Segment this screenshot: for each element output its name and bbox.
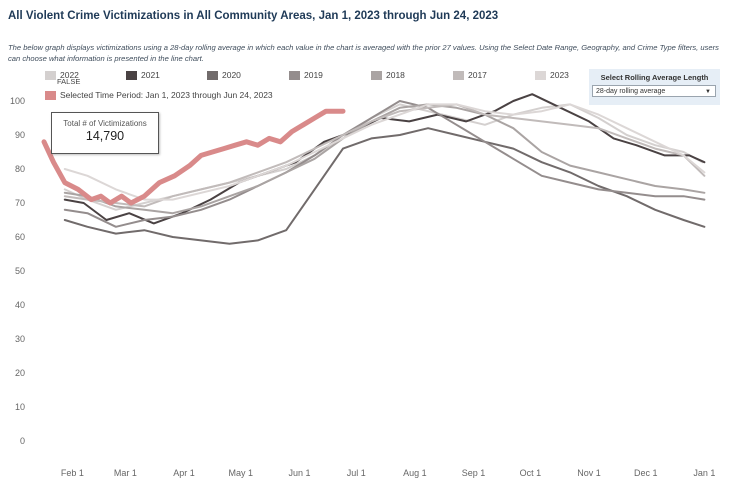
legend-swatch <box>45 70 56 80</box>
legend-label: 2019 <box>304 70 323 80</box>
legend-label: 2022 <box>60 70 79 80</box>
total-tooltip: Total # of Victimizations 14,790 <box>51 112 159 154</box>
series-line-2020[interactable] <box>63 127 706 245</box>
legend-item-2023[interactable]: 2023 <box>535 70 569 80</box>
legend-label: 2017 <box>468 70 487 80</box>
rolling-average-value: 28-day rolling average <box>596 88 666 95</box>
legend-label: 2018 <box>386 70 405 80</box>
x-tick-label: Mar 1 <box>114 468 137 478</box>
x-axis: Feb 1 Mar 1 Apr 1 May 1 Jun 1 Jul 1 Aug 1 Sep 1… <box>61 468 716 478</box>
x-tick-label: May 1 <box>229 468 254 478</box>
y-axis: 0 10 20 30 40 50 60 70 80 90 100 <box>10 96 25 446</box>
y-tick-label: 70 <box>15 198 25 208</box>
y-tick-label: 100 <box>10 96 25 106</box>
total-value: 14,790 <box>85 129 125 143</box>
legend-item-selected-period[interactable]: Selected Time Period: Jan 1, 2023 throug… <box>45 90 273 100</box>
legend-item-2019[interactable]: 2019 <box>289 70 323 80</box>
rolling-average-label: Select Rolling Average Length <box>600 73 709 82</box>
x-tick-label: Oct 1 <box>520 468 542 478</box>
legend-label: 2021 <box>141 70 160 80</box>
chart-description: The below graph displays victimizations … <box>8 43 719 63</box>
y-tick-label: 90 <box>15 130 25 140</box>
total-label: Total # of Victimizations <box>63 119 147 128</box>
legend-item-2017[interactable]: 2017 <box>453 70 487 80</box>
legend-swatch <box>453 70 464 80</box>
chart-series <box>41 93 706 245</box>
legend-label: 2020 <box>222 70 241 80</box>
series-line-selected-time-period[interactable] <box>41 108 346 206</box>
legend-swatch <box>126 70 137 80</box>
series-line-2019[interactable] <box>63 100 706 228</box>
legend-item-2022[interactable]: 2022 <box>45 70 79 80</box>
x-tick-label: Dec 1 <box>634 468 658 478</box>
y-tick-label: 40 <box>15 300 25 310</box>
y-tick-label: 50 <box>15 266 25 276</box>
legend-swatch <box>535 70 546 80</box>
x-tick-label: Nov 1 <box>577 468 601 478</box>
series-line-2023[interactable] <box>63 103 706 201</box>
x-tick-label: Sep 1 <box>462 468 486 478</box>
x-tick-label: Feb 1 <box>61 468 84 478</box>
legend-swatch <box>45 90 56 100</box>
legend-swatch <box>371 70 382 80</box>
legend-label: Selected Time Period: Jan 1, 2023 throug… <box>60 90 273 100</box>
series-line-2017[interactable] <box>63 103 706 208</box>
legend-item-2020[interactable]: 2020 <box>207 70 241 80</box>
legend-label: 2023 <box>550 70 569 80</box>
legend-swatch <box>207 70 218 80</box>
x-tick-label: Apr 1 <box>173 468 195 478</box>
series-line-2018[interactable] <box>63 103 706 215</box>
chevron-down-icon: ▼ <box>705 89 711 95</box>
legend-item-2021[interactable]: 2021 <box>126 70 160 80</box>
legend-false-label: FALSE <box>57 77 81 86</box>
x-tick-label: Jun 1 <box>288 468 310 478</box>
y-tick-label: 80 <box>15 164 25 174</box>
y-tick-label: 20 <box>15 368 25 378</box>
legend-swatch <box>289 70 300 80</box>
rolling-average-select[interactable]: 28-day rolling average ▼ <box>592 85 716 97</box>
y-tick-label: 60 <box>15 232 25 242</box>
page-title: All Violent Crime Victimizations in All … <box>8 10 499 22</box>
x-tick-label: Aug 1 <box>403 468 427 478</box>
x-tick-label: Jul 1 <box>347 468 366 478</box>
legend-item-2018[interactable]: 2018 <box>371 70 405 80</box>
x-tick-label: Jan 1 <box>693 468 715 478</box>
series-line-2021[interactable] <box>63 93 706 225</box>
y-tick-label: 0 <box>20 436 25 446</box>
rolling-average-control: Select Rolling Average Length 28-day rol… <box>589 69 720 105</box>
y-tick-label: 10 <box>15 402 25 412</box>
y-tick-label: 30 <box>15 334 25 344</box>
